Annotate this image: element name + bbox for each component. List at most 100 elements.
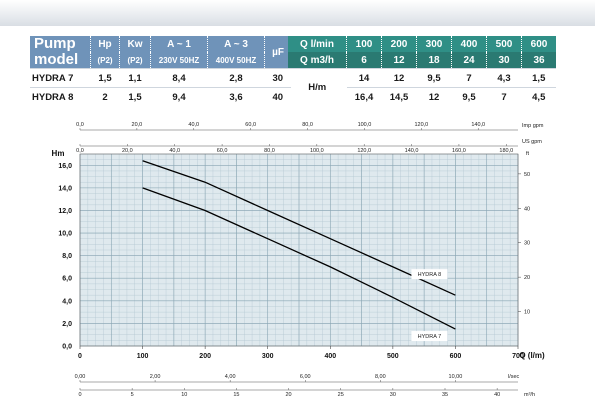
bottom-tick-label: 15 [233,392,239,398]
uf-cell: 30 [264,68,291,88]
a3-sub-header: 400V 50HZ [207,52,265,69]
bottom-tick-label: 10 [181,392,187,398]
head-cell: 14,5 [381,87,417,106]
head-cell: 7 [486,87,522,106]
bottom-tick-label: 5 [131,392,134,398]
top-tick-label: 20,0 [132,122,143,128]
bottom-tick-label: 20 [286,392,292,398]
lmin-cell: 100 [346,36,382,52]
table-row: HYDRA 8 2 1,5 9,4 3,6 40 [30,87,291,106]
series-line [142,187,456,330]
bottom-tick-label: 8,00 [375,374,386,380]
right-tick-label: 30 [524,241,530,247]
lmin-cell: 600 [521,36,556,52]
y-tick-label: 12,0 [58,208,72,215]
y-axis-label: Hm [52,149,65,158]
chart-grid [79,153,519,347]
head-cell: 4,3 [486,68,522,88]
series-line [142,160,456,296]
a3-cell: 2,8 [207,68,265,88]
a1-cell: 9,4 [150,87,208,106]
bottom-axis-ls-unit: l/sec [508,374,520,380]
lmin-cell: 500 [486,36,522,52]
head-cell: 9,5 [451,87,487,106]
bottom-tick-label: 0,00 [75,374,86,380]
right-tick-label: 10 [524,310,530,316]
series-label: HYDRA 7 [418,334,442,340]
top-tick-label: 120,0 [414,122,428,128]
x-tick-label: 500 [387,353,399,360]
head-cell: 12 [416,87,452,106]
table-row: HYDRA 7 1,5 1,1 8,4 2,8 30 [30,68,291,88]
kw-cell: 1,1 [119,68,151,88]
m3h-cell: 36 [521,52,556,69]
series-label: HYDRA 8 [418,272,442,278]
model-cell: HYDRA 7 [30,68,91,88]
y-tick-label: 14,0 [58,185,72,192]
y-tick-label: 6,0 [62,276,72,283]
m3h-cell: 18 [416,52,452,69]
x-axis-label: Q (l/m) [519,351,545,360]
hp-cell: 2 [90,87,120,106]
bottom-tick-label: 2,00 [150,374,161,380]
bottom-tick-label: 30 [390,392,396,398]
kw-cell: 1,5 [119,87,151,106]
lmin-cell: 300 [416,36,452,52]
x-tick-label: 300 [262,353,274,360]
m3h-cell: 30 [486,52,522,69]
hp-header: Hp [90,36,120,52]
top-tick-label: 100,0 [310,148,324,154]
right-tick-label: 20 [524,275,530,281]
bottom-tick-label: 25 [338,392,344,398]
y-tick-label: 8,0 [62,253,72,260]
head-cell: 1,5 [521,68,556,88]
bottom-tick-label: 40 [494,392,500,398]
series-label-box [411,331,448,342]
y-tick-label: 0,0 [62,344,72,351]
uf-header: µF [264,36,291,69]
top-tick-label: 0,0 [76,122,84,128]
y-tick-label: 2,0 [62,321,72,328]
top-tick-label: 160,0 [452,148,466,154]
top-tick-label: 140,0 [471,122,485,128]
bottom-tick-label: 0 [78,392,81,398]
head-cell: 7 [451,68,487,88]
q-lmin-label: Q l/min [300,38,334,50]
hp-cell: 1,5 [90,68,120,88]
q-m3h-label: Q m3/h [300,54,334,66]
head-cell: 12 [381,68,417,88]
uf-cell: 40 [264,87,291,106]
top-axis-imp-unit: Imp gpm [522,123,544,129]
top-tick-label: 180,0 [499,148,513,154]
top-tick-label: 140,0 [405,148,419,154]
top-tick-label: 60,0 [245,122,256,128]
lmin-cell: 400 [451,36,487,52]
m3h-cell: 24 [451,52,487,69]
head-cell: 16,4 [346,87,382,106]
pump-spec-table: Pump Hp Kw A ~ 1 A ~ 3 µF model (P2) (P2… [30,36,291,106]
model-cell: HYDRA 8 [30,87,91,106]
table-row: H/m 14 12 9,5 7 4,3 1,5 [288,68,556,106]
bottom-axis-m3h-unit: m³/h [524,392,535,398]
m3h-cell: 6 [346,52,382,69]
m3h-cell: 12 [381,52,417,69]
hp-sub-header: (P2) [90,52,120,69]
pump-curve-chart: 0,0 2,0 4,0 6,0 8,0 10,0 12,0 14,0 16,0 Hm 10 20 30 4… [52,122,545,398]
head-cell: 14 [346,68,382,88]
header-band [0,0,595,26]
bottom-tick-label: 35 [442,392,448,398]
top-axis-us-unit: US gpm [522,139,542,145]
top-tick-label: 0,0 [76,148,84,154]
lmin-cell: 200 [381,36,417,52]
model-header: model [34,51,79,68]
y-tick-label: 4,0 [62,298,72,305]
x-tick-label: 100 [137,353,149,360]
series-label-box [411,269,448,280]
top-tick-label: 80,0 [302,122,313,128]
x-tick-label: 700 [512,353,524,360]
bottom-tick-label: 10,00 [449,374,463,380]
top-tick-label: 60,0 [217,148,228,154]
kw-header: Kw [119,36,151,52]
a3-cell: 3,6 [207,87,265,106]
top-tick-label: 80,0 [264,148,275,154]
